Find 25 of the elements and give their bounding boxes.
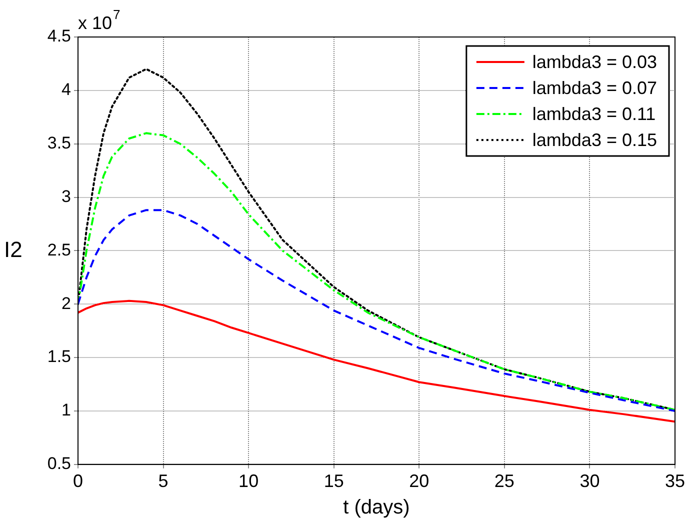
y-axis-title: I2 [4,236,22,262]
x-tick-label: 15 [324,471,344,492]
y-tick-label: 2 [62,294,71,313]
y-tick-label: 3 [62,186,71,206]
x-tick-label: 20 [409,471,430,492]
x-tick-label: 5 [158,471,168,492]
x-tick-label: 30 [580,471,600,492]
line-series [78,209,675,412]
line-series [78,132,675,411]
x-axis-title: t (days) [343,496,410,519]
legend-label: lambda3 = 0.15 [532,130,657,150]
legend-label: lambda3 = 0.11 [532,104,656,124]
legend-label: lambda3 = 0.03 [532,52,657,72]
y-tick-label: 3.5 [47,134,71,153]
y-tick-label: 4 [62,80,71,100]
x-tick-label: 10 [238,471,259,492]
y-tick-label: 2.5 [47,240,71,260]
y-tick-label: 1.5 [47,347,71,366]
legend-label: lambda3 = 0.07 [532,78,657,98]
y-tick-label: 0.5 [47,454,71,474]
y-tick-label: 1 [62,400,71,420]
x-tick-label: 0 [72,471,84,492]
x-tick-label: 25 [494,471,514,492]
y-tick-label: 4.5 [47,26,71,46]
x-tick-label: 35 [664,471,686,492]
